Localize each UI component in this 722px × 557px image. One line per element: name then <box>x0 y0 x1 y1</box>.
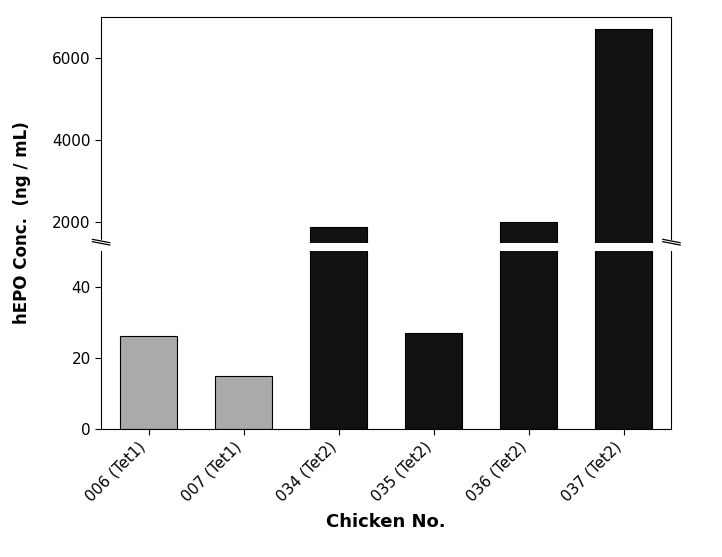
Bar <box>215 375 272 429</box>
Bar <box>500 0 557 429</box>
Bar <box>405 304 462 305</box>
Text: hEPO Conc.  (ng / mL): hEPO Conc. (ng / mL) <box>13 121 30 324</box>
Bar <box>120 336 177 429</box>
Bar <box>405 333 462 429</box>
Bar <box>215 304 272 305</box>
Bar <box>310 0 367 429</box>
Bar <box>596 0 653 429</box>
X-axis label: Chicken No.: Chicken No. <box>326 513 446 531</box>
Bar <box>120 304 177 305</box>
Bar <box>310 227 367 305</box>
Bar <box>596 29 653 305</box>
Bar <box>500 222 557 305</box>
